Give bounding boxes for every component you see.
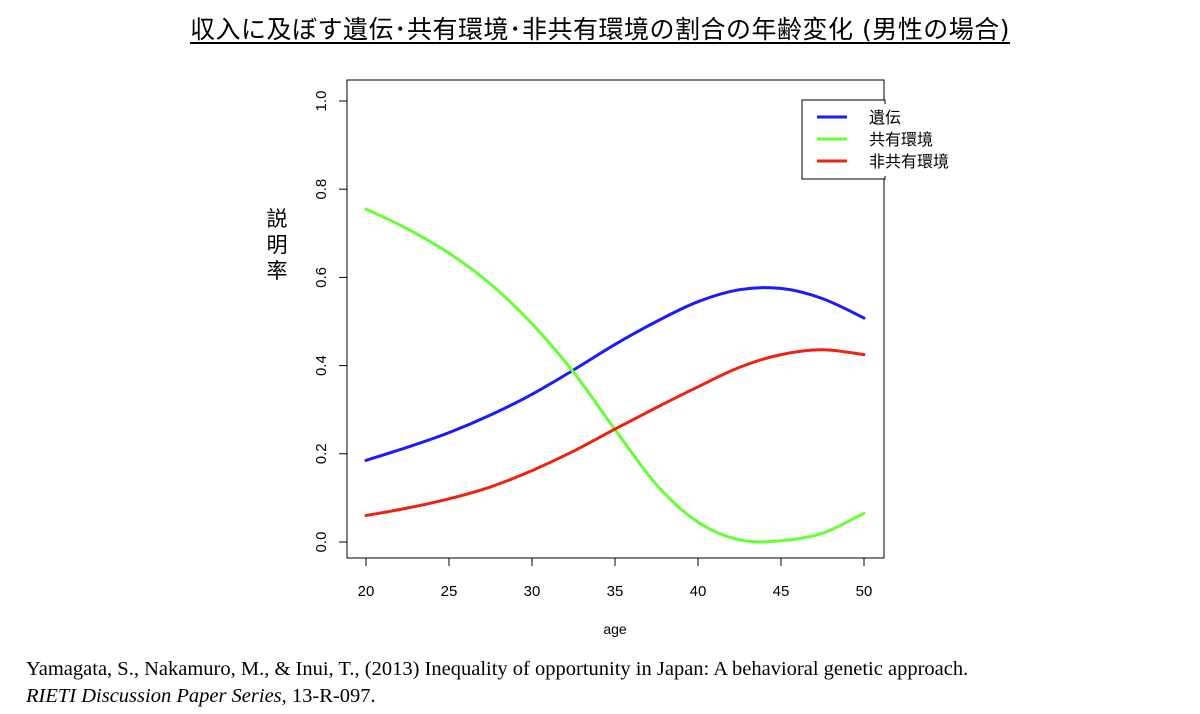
y-tick-label: 0.0 (313, 532, 330, 553)
series-line-3 (364, 348, 866, 517)
series-line-1 (364, 286, 866, 462)
y-axis-label: 説明率 (267, 207, 288, 283)
x-tick-label: 30 (524, 583, 541, 600)
axes: 20 25 30 35 40 45 50 age 0.0 0.2 0.4 0.6 0.8 1.0 説明率 (267, 91, 873, 637)
y-tick-label: 0.6 (313, 267, 330, 288)
series-lines (364, 207, 866, 544)
citation-line-2: RIETI Discussion Paper Series, 13-R-097. (26, 683, 1196, 710)
x-tick-label: 45 (773, 583, 790, 600)
x-tick-label: 25 (441, 583, 458, 600)
y-tick-label: 0.4 (313, 355, 330, 376)
legend-text-backdrop (860, 104, 980, 176)
chart-title: 収入に及ぼす遺伝･共有環境･非共有環境の割合の年齢変化 (男性の場合) (190, 15, 1010, 44)
y-tick-label: 0.8 (313, 179, 330, 200)
legend-label-2: 共有環境 (869, 130, 933, 149)
legend-label-1: 遺伝 (869, 108, 901, 127)
x-tick-label: 40 (690, 583, 707, 600)
x-tick-label: 50 (856, 583, 873, 600)
series-line-2 (364, 207, 866, 544)
citation: Yamagata, S., Nakamuro, M., & Inui, T., … (26, 656, 1196, 710)
legend-label-3: 非共有環境 (869, 152, 949, 171)
x-tick-label: 20 (358, 583, 375, 600)
y-tick-label: 1.0 (313, 91, 330, 112)
x-tick-label: 35 (607, 583, 624, 600)
citation-line-1: Yamagata, S., Nakamuro, M., & Inui, T., … (26, 658, 969, 680)
x-axis-label: age (603, 621, 627, 637)
citation-rest: , 13-R-097. (281, 685, 376, 707)
citation-series-name: RIETI Discussion Paper Series (26, 685, 282, 707)
y-tick-label: 0.2 (313, 443, 330, 464)
